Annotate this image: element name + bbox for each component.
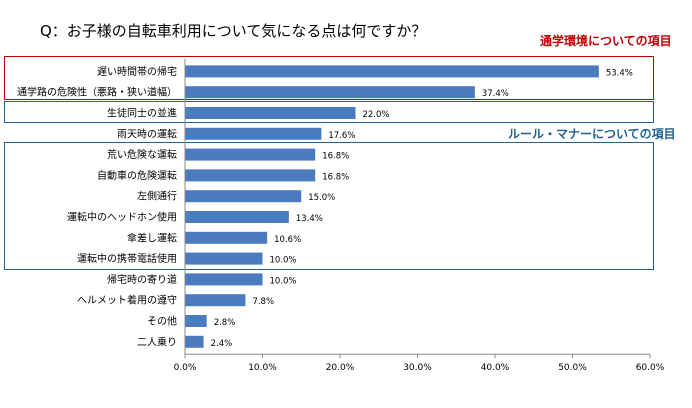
bar-11 [185,294,246,307]
value-label-7: 13.4% [296,214,323,224]
category-label-10: 帰宅時の寄り道 [107,273,177,286]
category-label-8: 傘差し運転 [127,231,177,244]
category-label-0: 遅い時間帯の帰宅 [97,65,177,78]
group-label-environment: 通学環境についての項目 [540,34,672,48]
bar-8 [185,231,268,244]
bar-2 [185,107,356,119]
value-label-13: 2.4% [211,339,233,349]
bar-0 [185,65,599,78]
category-label-13: 二人乗り [137,336,177,348]
value-label-4: 16.8% [322,152,349,162]
category-label-1: 通学路の危険性（悪路・狭い道幅） [17,86,177,99]
category-label-7: 運転中のヘッドホン使用 [67,211,177,224]
category-label-9: 運転中の携帯電話使用 [77,252,177,265]
value-label-2: 22.0% [363,110,390,120]
x-tick-label-1: 10.0% [248,363,277,373]
chart-title: Q：お子様の自転車利用について気になる点は何ですか？ [40,22,427,40]
category-label-4: 荒い危険な運転 [107,149,177,161]
value-label-8: 10.6% [274,235,301,245]
value-label-0: 53.4% [606,68,633,78]
bar-13 [185,335,204,348]
bar-9 [185,252,263,265]
group-box-rules-manners [4,142,654,270]
x-tick-label-3: 30.0% [403,363,432,373]
category-label-5: 自動車の危険運転 [97,169,177,182]
category-label-6: 左側通行 [137,190,177,203]
value-label-6: 15.0% [308,193,335,203]
group-label-rules-manners: ルール・マナーについての項目 [508,127,676,141]
category-label-11: ヘルメット着用の遵守 [77,294,177,307]
x-tick-label-0: 0.0% [174,363,197,373]
group-box-environment [4,56,654,100]
value-label-11: 7.8% [252,297,274,307]
bar-3 [185,127,322,140]
value-label-12: 2.8% [214,318,236,328]
value-label-10: 10.0% [270,276,297,286]
bar-1 [185,86,475,99]
value-label-5: 16.8% [322,172,349,182]
x-tick-label-6: 60.0% [636,363,665,373]
value-label-3: 17.6% [328,131,355,141]
bar-10 [185,273,263,286]
bar-4 [185,148,316,161]
value-label-9: 10.0% [270,256,297,266]
x-tick-label-5: 50.0% [558,363,587,373]
category-label-2: 生徒同士の並進 [107,107,177,120]
bar-7 [185,211,289,223]
x-tick-label-4: 40.0% [481,363,510,373]
x-tick-label-2: 20.0% [326,363,355,373]
category-label-12: その他 [147,315,177,328]
bar-12 [185,315,207,327]
bar-5 [185,169,316,182]
category-label-3: 雨天時の運転 [117,128,177,140]
bar-6 [185,190,302,203]
value-label-1: 37.4% [482,89,509,99]
group-box-peer-riding [4,101,654,123]
